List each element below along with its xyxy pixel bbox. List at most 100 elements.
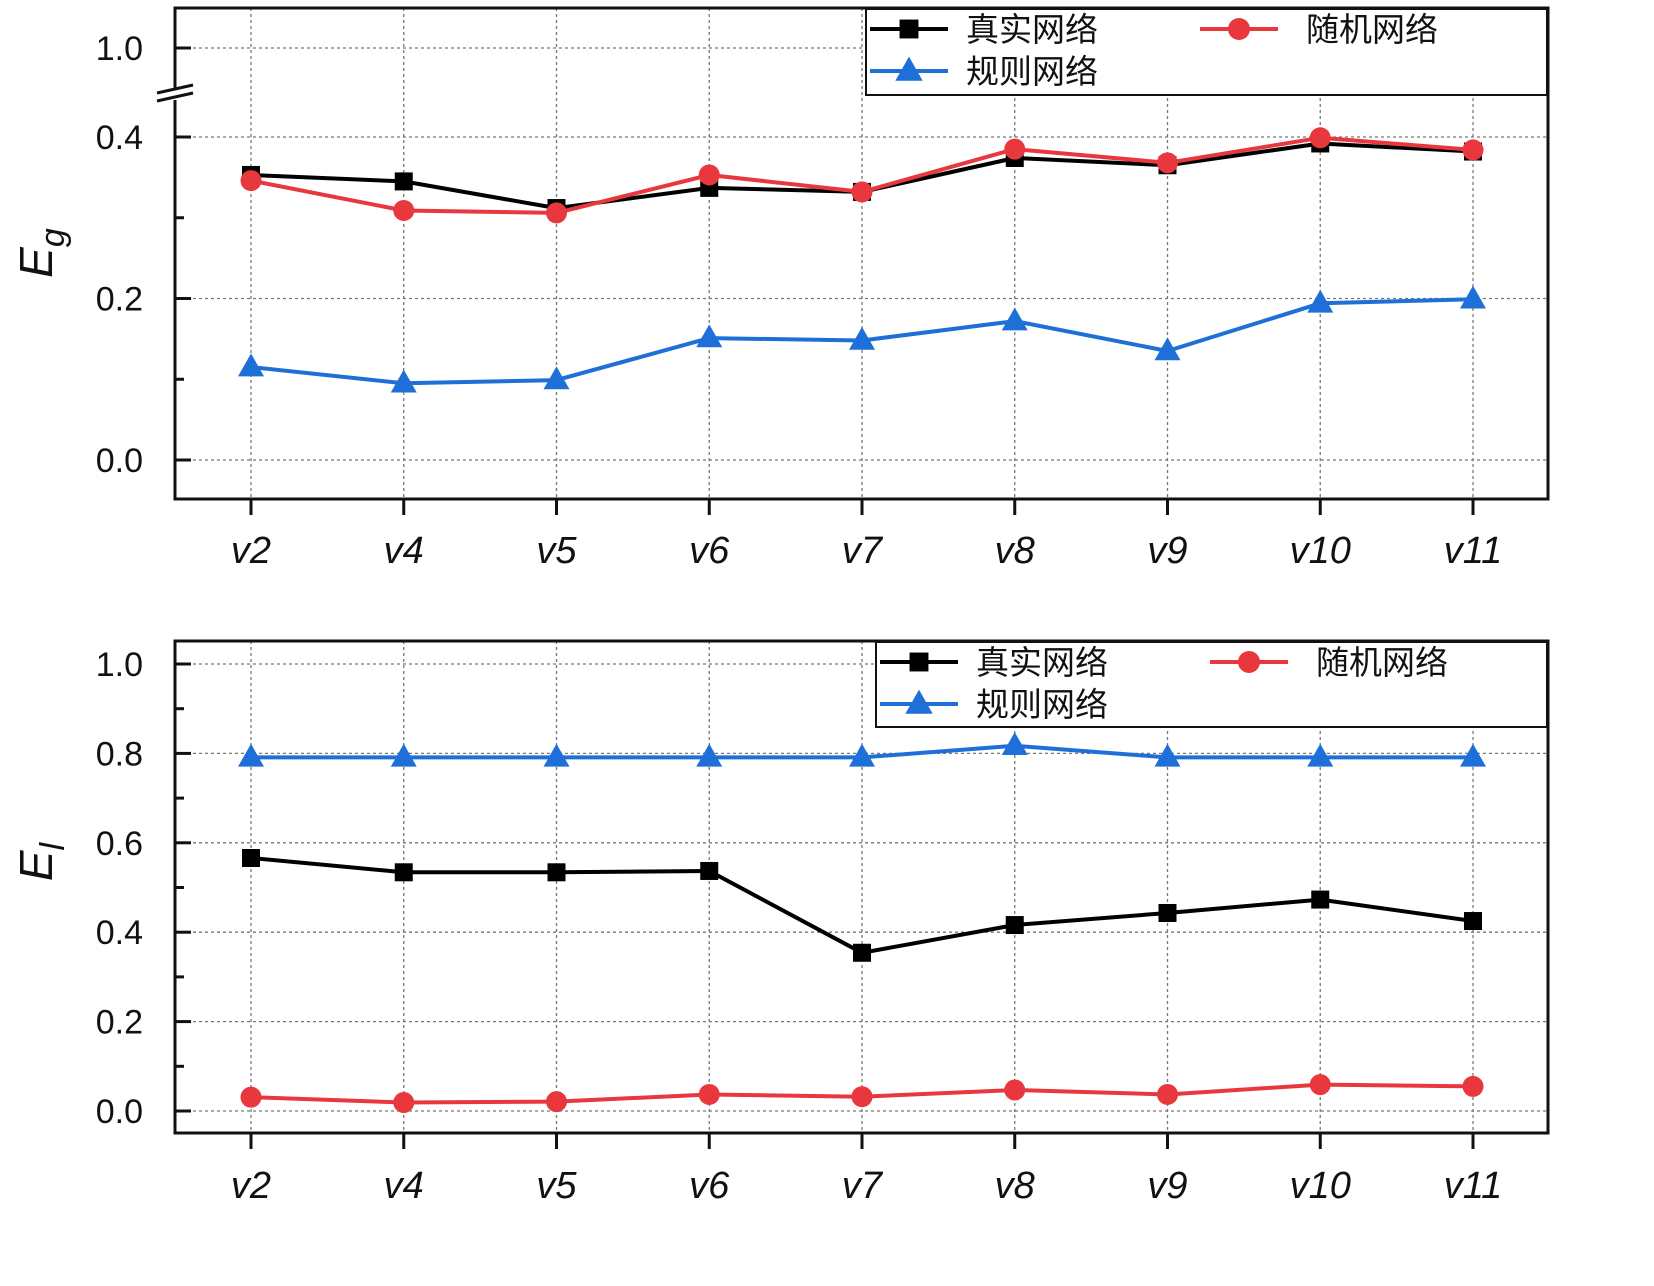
data-point-circle bbox=[1309, 127, 1331, 149]
x-tick-label: v9 bbox=[1147, 530, 1187, 572]
data-point-circle bbox=[851, 1086, 873, 1108]
legend-box bbox=[865, 8, 1548, 96]
legend-label: 真实网络 bbox=[966, 10, 1098, 49]
data-point-circle bbox=[393, 199, 415, 221]
series-triangle bbox=[238, 285, 1486, 393]
legend-entry: 随机网络 bbox=[1200, 10, 1438, 49]
data-point-triangle bbox=[849, 326, 875, 350]
axis-break-mark bbox=[156, 83, 194, 95]
data-point-circle bbox=[1004, 1079, 1026, 1101]
x-tick-label: v5 bbox=[536, 1165, 577, 1207]
data-point-triangle bbox=[543, 743, 570, 767]
series-triangle bbox=[238, 732, 1486, 767]
chart-panel-global-efficiency: 0.0 0.2 0.4 1.0 v2 v4 v5 v6 v7 v8 v9 v10 v11 Eg 真实网络 随机… bbox=[10, 6, 1550, 572]
data-point-triangle bbox=[1154, 743, 1181, 767]
x-tick-label: v10 bbox=[1290, 530, 1351, 572]
data-point-circle bbox=[393, 1092, 415, 1114]
data-point-circle bbox=[1462, 1075, 1484, 1097]
y-tick-label: 1.0 bbox=[96, 30, 143, 68]
x-tick-label: v8 bbox=[995, 1165, 1035, 1207]
data-point-circle bbox=[1004, 138, 1026, 160]
data-point-square bbox=[1311, 890, 1330, 909]
chart-panel-local-efficiency: 0.0 0.2 0.4 0.6 0.8 1.0 v2 v4 v5 v6 v7 v8 v9 v10 v11 El… bbox=[10, 639, 1550, 1207]
data-point-square bbox=[909, 652, 929, 672]
data-point-triangle bbox=[1460, 743, 1486, 767]
y-tick-label: 0.2 bbox=[96, 281, 143, 319]
data-point-circle bbox=[1157, 152, 1178, 174]
legend-entry: 真实网络 bbox=[880, 643, 1108, 682]
data-point-triangle bbox=[895, 56, 923, 81]
legend-label: 随机网络 bbox=[1316, 643, 1448, 682]
x-tick-label: v11 bbox=[1444, 530, 1502, 572]
x-tick-label: v9 bbox=[1147, 1165, 1187, 1207]
legend-entry: 真实网络 bbox=[870, 10, 1098, 49]
data-point-square bbox=[1005, 916, 1024, 935]
data-point-triangle bbox=[1460, 285, 1486, 309]
data-point-circle bbox=[240, 1086, 262, 1108]
data-point-triangle bbox=[849, 743, 875, 767]
x-tick-label: v5 bbox=[536, 530, 577, 572]
data-point-triangle bbox=[1154, 337, 1181, 361]
legend-entry: 随机网络 bbox=[1210, 643, 1448, 682]
data-point-square bbox=[899, 19, 919, 39]
data-point-square bbox=[1464, 912, 1482, 931]
data-point-circle bbox=[1309, 1074, 1331, 1096]
x-tick-label: v4 bbox=[384, 530, 424, 572]
data-point-circle bbox=[546, 202, 567, 224]
y-tick-label: 1.0 bbox=[96, 646, 143, 684]
data-point-triangle bbox=[1001, 307, 1028, 331]
legend-label: 规则网络 bbox=[966, 52, 1098, 91]
x-tick-label: v11 bbox=[1444, 1165, 1502, 1207]
x-tick-label: v6 bbox=[689, 1165, 730, 1207]
legend-entry: 规则网络 bbox=[880, 685, 1108, 724]
x-tick-label: v4 bbox=[384, 1165, 424, 1207]
x-tick-label: v6 bbox=[689, 530, 730, 572]
data-point-triangle bbox=[238, 743, 264, 767]
legend-entry: 规则网络 bbox=[870, 52, 1098, 91]
axis-break-mark bbox=[156, 91, 194, 103]
series-circle bbox=[240, 127, 1484, 224]
data-point-triangle bbox=[238, 353, 264, 377]
data-point-circle bbox=[698, 1083, 720, 1105]
y-axis-label: El bbox=[10, 841, 72, 881]
data-point-circle bbox=[240, 170, 262, 192]
data-point-circle bbox=[1237, 650, 1261, 674]
legend-label: 真实网络 bbox=[976, 643, 1108, 682]
data-point-circle bbox=[1227, 17, 1251, 41]
x-tick-label: v10 bbox=[1290, 1165, 1351, 1207]
data-point-triangle bbox=[1307, 289, 1334, 313]
legend-label: 随机网络 bbox=[1306, 10, 1438, 49]
x-tick-label: v2 bbox=[231, 1165, 271, 1207]
y-tick-label: 0.0 bbox=[96, 442, 143, 480]
data-point-circle bbox=[698, 164, 720, 186]
x-tick-label: v7 bbox=[842, 530, 884, 572]
y-tick-label: 0.4 bbox=[96, 914, 143, 952]
x-tick-label: v2 bbox=[231, 530, 271, 572]
y-tick-label: 0.2 bbox=[96, 1004, 143, 1042]
data-point-triangle bbox=[696, 743, 723, 767]
data-point-triangle bbox=[1001, 732, 1028, 756]
data-point-triangle bbox=[390, 369, 417, 393]
data-point-circle bbox=[546, 1091, 567, 1113]
data-point-triangle bbox=[543, 366, 570, 390]
y-tick-label: 0.0 bbox=[96, 1093, 143, 1131]
data-point-circle bbox=[1462, 139, 1484, 161]
y-axis-label: Eg bbox=[10, 228, 72, 278]
legend-label: 规则网络 bbox=[976, 685, 1108, 724]
series-circle bbox=[240, 1074, 1484, 1114]
data-point-square bbox=[242, 848, 260, 867]
y-tick-label: 0.8 bbox=[96, 735, 143, 773]
data-point-triangle bbox=[390, 743, 417, 767]
y-tick-label: 0.6 bbox=[96, 825, 143, 863]
x-tick-label: v8 bbox=[995, 530, 1035, 572]
data-point-square bbox=[1158, 903, 1177, 922]
data-point-square bbox=[700, 861, 719, 880]
data-point-square bbox=[853, 943, 871, 962]
y-tick-label: 0.4 bbox=[96, 119, 143, 157]
data-point-circle bbox=[851, 181, 873, 203]
data-point-square bbox=[547, 863, 566, 882]
data-point-square bbox=[394, 863, 413, 882]
